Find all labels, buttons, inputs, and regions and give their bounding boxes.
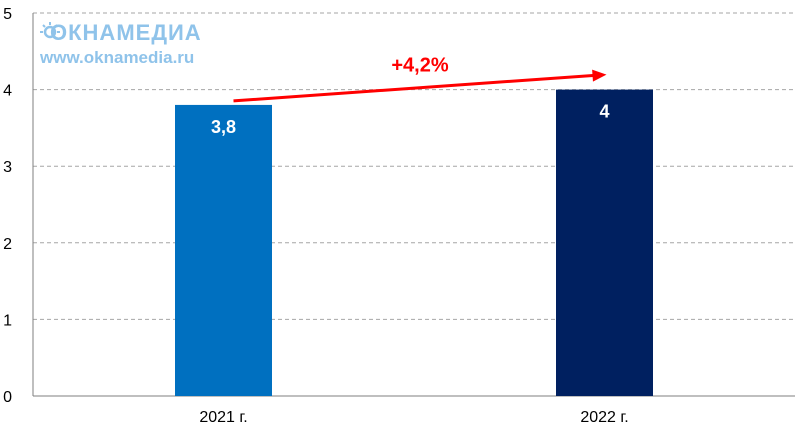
watermark-url: www.oknamedia.ru bbox=[40, 48, 195, 67]
y-tick-label: 5 bbox=[3, 6, 12, 23]
watermark-brand: ОКНАМЕДИА bbox=[50, 20, 202, 45]
bar bbox=[175, 104, 272, 397]
bar bbox=[556, 89, 653, 396]
arrow-head bbox=[592, 69, 607, 82]
data-label: 3,8 bbox=[211, 117, 236, 137]
x-tick-label: 2022 г. bbox=[580, 409, 628, 426]
y-tick-label: 4 bbox=[3, 83, 12, 100]
growth-arrow bbox=[233, 73, 597, 103]
y-tick-label: 3 bbox=[3, 159, 12, 176]
y-tick-label: 0 bbox=[3, 389, 12, 406]
sun-logo-icon bbox=[40, 22, 60, 39]
x-tick-label: 2021 г. bbox=[199, 409, 247, 426]
growth-label: +4,2% bbox=[391, 55, 448, 77]
y-tick-label: 1 bbox=[3, 312, 12, 329]
data-label: 4 bbox=[599, 102, 609, 122]
y-tick-label: 2 bbox=[3, 236, 12, 253]
